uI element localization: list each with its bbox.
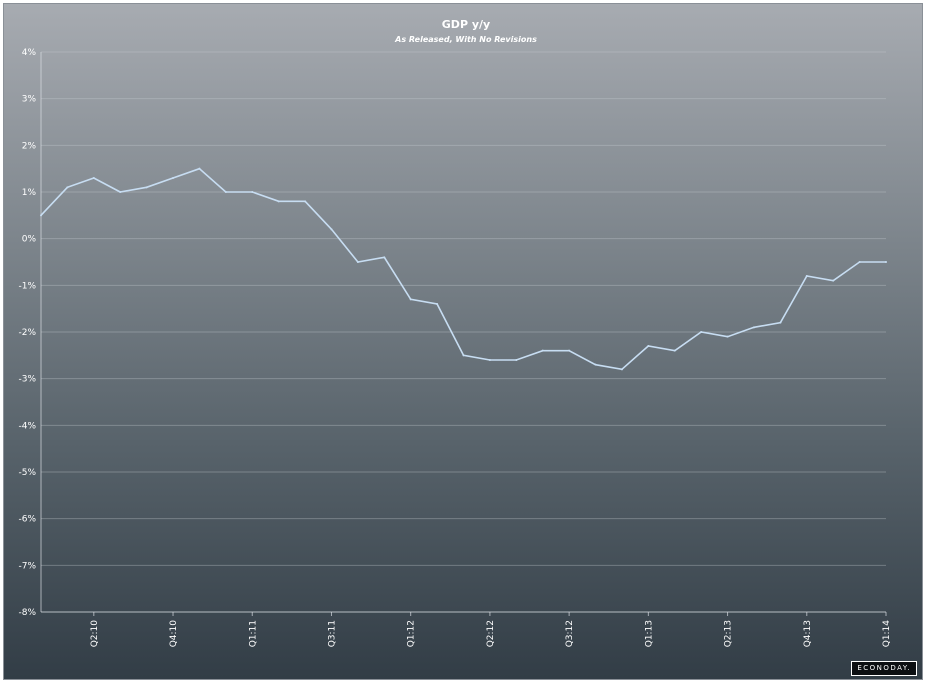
y-tick-label: -4% bbox=[18, 421, 36, 431]
y-tick-label: 2% bbox=[22, 141, 37, 151]
data-point bbox=[198, 167, 201, 170]
x-axis-ticks: Q2:10 Q4:10 Q1:11 Q3:11 Q1:12 Q2:12 Q3:12 Q1:13… bbox=[90, 612, 892, 647]
data-point bbox=[383, 256, 386, 259]
y-tick-label: -6% bbox=[18, 515, 36, 525]
y-tick-label: -1% bbox=[18, 281, 36, 291]
y-tick-label: 4% bbox=[22, 48, 37, 58]
data-point bbox=[40, 214, 42, 217]
data-point bbox=[251, 191, 254, 193]
gridlines bbox=[40, 51, 886, 613]
series-line-gdp bbox=[40, 167, 886, 371]
data-point bbox=[673, 349, 676, 352]
x-tick-label: Q4:13 bbox=[803, 620, 813, 647]
data-point bbox=[700, 331, 703, 333]
data-point bbox=[568, 349, 571, 352]
x-tick-label: Q2:13 bbox=[724, 620, 734, 647]
x-tick-label: Q1:12 bbox=[407, 620, 417, 647]
y-tick-label: 1% bbox=[22, 188, 37, 198]
line-chart: GDP y/y As Released, With No Revisions 4… bbox=[18, 18, 892, 647]
data-point bbox=[541, 349, 544, 352]
data-point bbox=[119, 191, 122, 193]
chart-title: GDP y/y bbox=[442, 18, 490, 31]
data-point bbox=[172, 177, 175, 179]
x-tick-label: Q1:14 bbox=[882, 620, 892, 648]
y-tick-label: -7% bbox=[18, 561, 36, 571]
data-point bbox=[779, 321, 782, 324]
data-point bbox=[488, 359, 491, 361]
data-point bbox=[805, 275, 808, 277]
data-point bbox=[858, 261, 861, 263]
y-tick-label: -2% bbox=[18, 328, 36, 338]
data-point bbox=[304, 200, 307, 203]
data-point bbox=[356, 261, 359, 263]
econoday-logo: ECONODAY. bbox=[851, 661, 917, 676]
y-tick-label: -3% bbox=[18, 375, 36, 385]
data-point bbox=[726, 335, 729, 338]
series-layer bbox=[40, 167, 887, 371]
x-tick-label: Q3:11 bbox=[327, 620, 337, 647]
x-tick-label: Q1:11 bbox=[248, 620, 258, 647]
y-tick-label: -5% bbox=[18, 468, 36, 478]
y-tick-label: 0% bbox=[22, 235, 37, 245]
data-point bbox=[462, 354, 465, 357]
x-tick-label: Q1:13 bbox=[644, 620, 654, 647]
x-tick-label: Q2:12 bbox=[486, 620, 496, 647]
data-point bbox=[277, 200, 280, 203]
data-point bbox=[66, 186, 69, 189]
data-point bbox=[647, 345, 650, 347]
data-point bbox=[620, 368, 623, 371]
y-tick-label: 3% bbox=[22, 95, 37, 105]
data-point bbox=[92, 177, 95, 179]
data-point bbox=[145, 186, 148, 189]
data-point bbox=[594, 363, 597, 366]
y-tick-label: -8% bbox=[18, 608, 36, 618]
chart-frame: GDP y/y As Released, With No Revisions 4… bbox=[3, 3, 923, 680]
data-point bbox=[436, 303, 439, 305]
data-point bbox=[752, 326, 755, 329]
data-point bbox=[330, 228, 333, 231]
data-point bbox=[832, 279, 835, 282]
y-axis-ticks: 4% 3% 2% 1% 0% -1% -2% -3% -4% -5% -6% -7% -8% bbox=[18, 48, 36, 618]
data-point bbox=[515, 359, 518, 361]
x-tick-label: Q4:10 bbox=[169, 620, 179, 648]
data-point bbox=[224, 191, 227, 193]
data-point bbox=[885, 261, 887, 263]
x-tick-label: Q2:10 bbox=[90, 620, 100, 648]
data-point bbox=[409, 298, 412, 301]
chart-subtitle: As Released, With No Revisions bbox=[394, 35, 537, 44]
x-tick-label: Q3:12 bbox=[565, 620, 575, 647]
